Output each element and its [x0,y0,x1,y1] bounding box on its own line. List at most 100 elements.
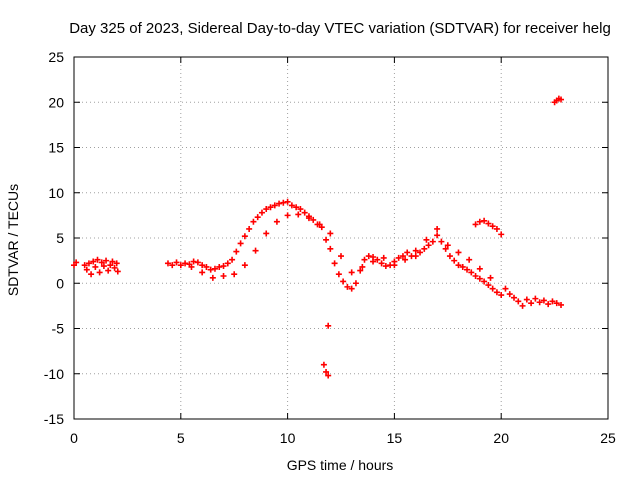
data-point [468,269,475,276]
data-point [455,262,462,269]
data-point [423,236,430,243]
data-point [241,262,248,269]
data-point [220,273,227,280]
data-point [459,263,466,270]
data-point [199,262,206,269]
data-point [203,263,210,270]
data-point [493,289,500,296]
y-tick-label: -15 [44,411,64,427]
data-point [233,248,240,255]
data-point [224,260,231,267]
data-point [357,267,364,274]
data-point [107,262,114,269]
chart-title: Day 325 of 2023, Sidereal Day-to-day VTE… [69,20,611,37]
data-point [359,263,366,270]
data-point [325,322,332,329]
data-point [511,294,518,301]
data-point [455,249,462,256]
data-point [88,271,95,278]
tick-marks [73,56,609,420]
data-point [395,254,402,261]
data-point [323,368,330,375]
data-point [276,200,283,207]
data-point [109,258,116,265]
data-point [402,256,409,263]
data-point [472,221,479,228]
data-point [442,245,449,252]
data-point [434,225,441,232]
data-point [348,269,355,276]
data-point [85,260,92,267]
data-point [515,298,522,305]
data-point [417,249,424,256]
data-point [320,361,327,368]
data-point [94,256,101,263]
data-point [519,302,526,309]
data-point [280,199,287,206]
data-point [528,300,535,307]
data-point [502,285,509,292]
data-point [382,263,389,270]
y-tick-label: 25 [48,49,64,65]
x-tick-labels: 0 5 10 15 20 25 [70,430,616,446]
x-tick-label: 15 [387,430,403,446]
data-point [211,265,218,272]
data-point [216,263,223,270]
data-point [489,223,496,230]
data-point [103,257,110,264]
y-tick-label: -10 [44,366,64,382]
data-point [284,212,291,219]
data-point [378,260,385,267]
x-tick-label: 0 [70,430,78,446]
data-point [207,266,214,273]
data-point [472,273,479,280]
y-tick-label: 0 [56,275,64,291]
data-point [237,240,244,247]
data-point [271,202,278,209]
data-point [288,202,295,209]
data-point [485,220,492,227]
data-point [173,259,180,266]
data-point [466,256,473,263]
data-point [553,300,560,307]
data-point [177,262,184,269]
data-point [425,242,432,249]
y-tick-label: 5 [56,230,64,246]
data-point [250,218,257,225]
data-point [338,253,344,260]
data-point [301,209,308,216]
data-point [246,225,253,232]
data-point [380,254,387,261]
data-point [114,268,121,275]
data-point [297,206,304,213]
data-point [532,295,539,302]
data-point [188,263,195,270]
data-point [295,211,302,218]
data-point [399,253,406,260]
data-point [263,206,270,213]
x-tick-label: 20 [493,430,509,446]
data-point [421,245,428,252]
data-point [558,96,565,103]
data-point [498,292,505,299]
data-point [81,262,88,269]
y-tick-label: 15 [48,140,64,156]
data-point [273,218,280,225]
data-point [412,253,419,260]
data-point [252,247,259,254]
x-axis-title: GPS time / hours [287,457,394,473]
data-point [199,269,206,276]
data-point [229,256,236,263]
data-point [100,263,107,270]
data-point [352,280,359,287]
data-point [267,204,274,211]
data-point [370,258,377,265]
data-point [111,264,118,271]
data-point [258,209,265,216]
data-point [489,285,496,292]
x-tick-label: 25 [600,430,616,446]
grid [74,57,608,419]
data-point [412,247,419,254]
data-point [182,260,189,267]
